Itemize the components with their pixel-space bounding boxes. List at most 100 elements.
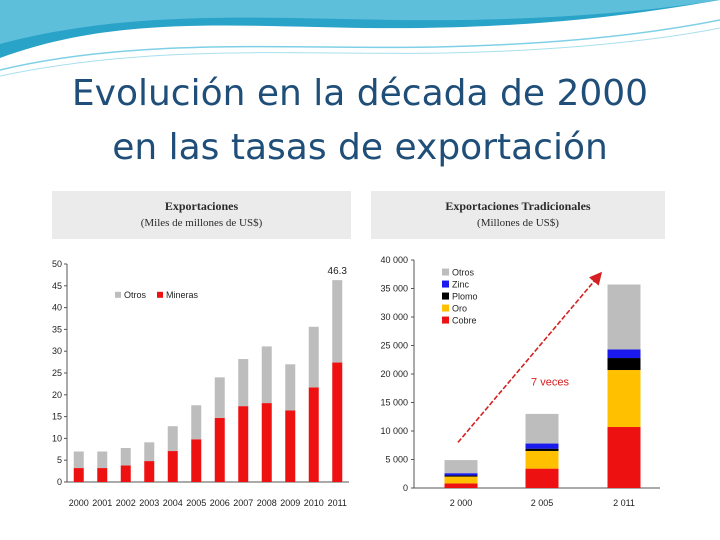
chart2-x-tick-label: 2 011 bbox=[613, 498, 635, 508]
chart2-y-tick-label: 40 000 bbox=[380, 255, 408, 265]
chart1-x-tick-label: 2005 bbox=[186, 498, 206, 508]
chart-exportaciones-tradicionales: 0 5 000 10 000 15 000 20 000 25 000 30 000 35 0… bbox=[380, 255, 660, 508]
chart1-x-tick-label: 2008 bbox=[257, 498, 277, 508]
chart2-bar-otros bbox=[607, 284, 641, 350]
wave-line bbox=[0, 19, 720, 71]
chart1-annotation-total: 46.3 bbox=[328, 266, 348, 277]
chart1-y-tick-label: 15 bbox=[52, 412, 62, 422]
chart1-bar-otros bbox=[73, 451, 84, 469]
chart1-y-tick-label: 20 bbox=[52, 390, 62, 400]
chart2-x-tick-label: 2 000 bbox=[450, 498, 473, 508]
slide-title-line1: Evolución en la década de 2000 bbox=[71, 73, 649, 114]
chart2-bar-plomo bbox=[444, 475, 478, 477]
chart2-x-tick-label: 2 005 bbox=[531, 498, 554, 508]
chart1-y-tick-label: 5 bbox=[57, 455, 62, 465]
chart1-x-tick-label: 2001 bbox=[92, 498, 112, 508]
chart1-y-tick-label: 45 bbox=[52, 281, 62, 291]
chart2-bar-plomo bbox=[525, 448, 559, 451]
chart2-y-tick-label: 0 bbox=[403, 483, 408, 493]
chart1-bar-otros bbox=[191, 405, 202, 440]
chart1-y-tick-label: 10 bbox=[52, 433, 62, 443]
chart2-y-tick-label: 35 000 bbox=[380, 284, 408, 294]
chart2-bar-zinc bbox=[607, 349, 641, 359]
chart2-bar-cobre bbox=[525, 468, 559, 488]
chart1-x-tick-label: 2010 bbox=[304, 498, 324, 508]
chart1-bar-otros bbox=[214, 377, 225, 418]
chart1-subtitle: (Miles de millones de US$) bbox=[140, 217, 263, 229]
chart1-legend-label: Mineras bbox=[166, 290, 199, 300]
wave-band-light bbox=[0, 0, 720, 44]
chart1-x-tick-label: 2009 bbox=[280, 498, 300, 508]
chart1-bar-mineras bbox=[214, 417, 225, 482]
chart1-y-tick-label: 0 bbox=[57, 477, 62, 487]
chart1-x-tick-label: 2006 bbox=[210, 498, 230, 508]
chart2-y-tick-label: 5 000 bbox=[385, 455, 408, 465]
chart1-x-tick-label: 2007 bbox=[233, 498, 253, 508]
chart2-legend-label: Cobre bbox=[452, 316, 477, 326]
chart2-y-tick-label: 15 000 bbox=[380, 398, 408, 408]
chart1-y-tick-label: 30 bbox=[52, 346, 62, 356]
chart1-bar-mineras bbox=[332, 362, 343, 482]
chart2-legend-swatch-plomo bbox=[442, 292, 449, 300]
chart1-x-tick-label: 2000 bbox=[69, 498, 89, 508]
chart1-bar-mineras bbox=[308, 387, 319, 482]
chart1-bar-mineras bbox=[191, 439, 202, 482]
wave-line bbox=[0, 27, 720, 77]
chart2-subtitle: (Millones de US$) bbox=[477, 217, 559, 229]
chart2-header: Exportaciones Tradicionales (Millones de… bbox=[371, 191, 665, 239]
chart2-y-tick-label: 30 000 bbox=[380, 312, 408, 322]
chart1-y-tick-label: 50 bbox=[52, 259, 62, 269]
chart2-bar-plomo bbox=[607, 358, 641, 371]
chart2-legend-swatch-otros bbox=[442, 268, 449, 276]
chart1-bar-mineras bbox=[144, 461, 155, 482]
chart2-legend-swatch-cobre bbox=[442, 316, 449, 324]
chart2-bar-otros bbox=[444, 460, 478, 474]
chart1-bar-otros bbox=[261, 346, 272, 404]
chart2-y-tick-label: 10 000 bbox=[380, 426, 408, 436]
chart1-bar-otros bbox=[120, 447, 131, 466]
chart1-x-tick-label: 2003 bbox=[139, 498, 159, 508]
chart1-y-tick-label: 35 bbox=[52, 324, 62, 334]
chart1-y-tick-label: 25 bbox=[52, 368, 62, 378]
chart1-bar-otros bbox=[285, 364, 296, 411]
chart2-bar-otros bbox=[525, 413, 559, 444]
chart1-bar-mineras bbox=[285, 410, 296, 482]
chart1-header: Exportaciones (Miles de millones de US$) bbox=[52, 191, 351, 239]
chart2-bar-cobre bbox=[607, 427, 641, 488]
chart1-bar-otros bbox=[308, 326, 319, 388]
chart1-bar-mineras bbox=[238, 406, 249, 482]
chart2-annotation: 7 veces bbox=[531, 376, 569, 388]
chart1-bar-otros bbox=[144, 442, 155, 462]
chart2-bar-oro bbox=[607, 370, 641, 428]
chart-exportaciones: 0 5 10 15 20 25 30 35 40 45 50 2000 2001 2002 2003 2004… bbox=[52, 259, 349, 508]
chart2-bar-zinc bbox=[525, 443, 559, 449]
chart1-legend-swatch-mineras bbox=[157, 291, 163, 298]
chart2-bar-oro bbox=[444, 476, 478, 484]
chart2-bar-oro bbox=[525, 450, 559, 469]
chart1-x-tick-label: 2004 bbox=[163, 498, 183, 508]
chart1-bar-otros bbox=[97, 451, 108, 469]
chart2-growth-arrow bbox=[457, 271, 603, 443]
chart2-legend-label: Zinc bbox=[452, 280, 470, 290]
chart2-legend-swatch-zinc bbox=[442, 280, 449, 288]
chart1-y-tick-label: 40 bbox=[52, 303, 62, 313]
chart2-legend-label: Plomo bbox=[452, 292, 478, 302]
slide-title-line2: en las tasas de exportación bbox=[112, 127, 608, 168]
chart2-y-tick-label: 25 000 bbox=[380, 341, 408, 351]
chart2-title: Exportaciones Tradicionales bbox=[445, 199, 591, 213]
chart1-bar-mineras bbox=[73, 468, 84, 482]
chart2-legend-swatch-oro bbox=[442, 304, 449, 312]
chart2-bar-cobre bbox=[444, 483, 478, 488]
chart2-legend-label: Oro bbox=[452, 304, 467, 314]
chart1-bar-mineras bbox=[97, 468, 108, 482]
chart1-bar-mineras bbox=[261, 403, 272, 482]
chart1-bar-mineras bbox=[120, 465, 131, 482]
chart1-legend-label: Otros bbox=[124, 290, 147, 300]
chart1-legend-swatch-otros bbox=[115, 291, 121, 298]
chart1-bar-otros bbox=[332, 280, 343, 363]
header-wave-decoration bbox=[0, 0, 720, 77]
chart1-bar-mineras bbox=[167, 451, 178, 482]
chart2-legend-label: Otros bbox=[452, 268, 475, 278]
chart1-x-tick-label: 2002 bbox=[116, 498, 136, 508]
chart1-title: Exportaciones bbox=[164, 199, 239, 213]
